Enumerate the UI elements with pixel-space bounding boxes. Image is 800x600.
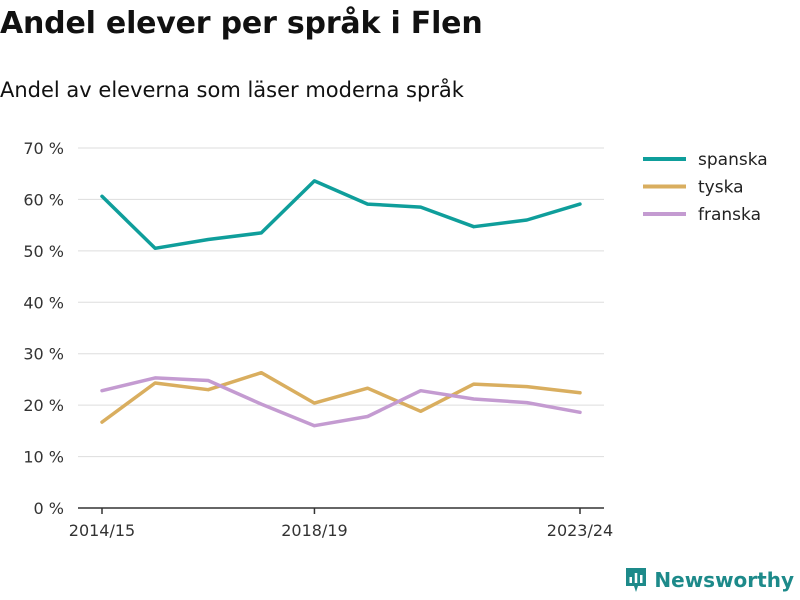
legend-label-tyska: tyska — [698, 178, 744, 198]
y-tick-label: 30 % — [23, 345, 64, 364]
y-tick-label: 0 % — [34, 499, 64, 518]
legend-label-spanska: spanska — [698, 150, 768, 170]
brand-logo: Newsworthy — [624, 566, 794, 594]
y-tick-label: 10 % — [23, 448, 64, 467]
legend: spanska tyska franska — [643, 150, 768, 225]
series-line-franska — [100, 376, 582, 428]
y-tick-label: 20 % — [23, 396, 64, 415]
chart-subtitle: Andel av eleverna som läser moderna språ… — [0, 78, 464, 102]
y-tick-label: 70 % — [23, 139, 64, 158]
legend-label-franska: franska — [698, 205, 761, 225]
x-tick-label: 2014/15 — [69, 521, 135, 540]
chart-title: Andel elever per språk i Flen — [0, 6, 483, 41]
newsworthy-logo-icon — [626, 568, 647, 592]
series-line-tyska — [100, 370, 582, 424]
gridlines — [78, 147, 604, 458]
x-tick-label: 2023/24 — [547, 521, 613, 540]
y-axis-tick-labels: 0 % 10 % 20 % 30 % 40 % 50 % 60 % 70 % — [23, 139, 64, 518]
series-line-spanska — [100, 179, 582, 251]
y-tick-label: 60 % — [23, 190, 64, 209]
y-tick-label: 50 % — [23, 242, 64, 261]
x-tick-label: 2018/19 — [281, 521, 347, 540]
x-axis: 2014/15 2018/19 2023/24 — [69, 507, 613, 540]
brand-name: Newsworthy — [654, 568, 794, 592]
y-tick-label: 40 % — [23, 293, 64, 312]
series-lines — [100, 179, 582, 428]
